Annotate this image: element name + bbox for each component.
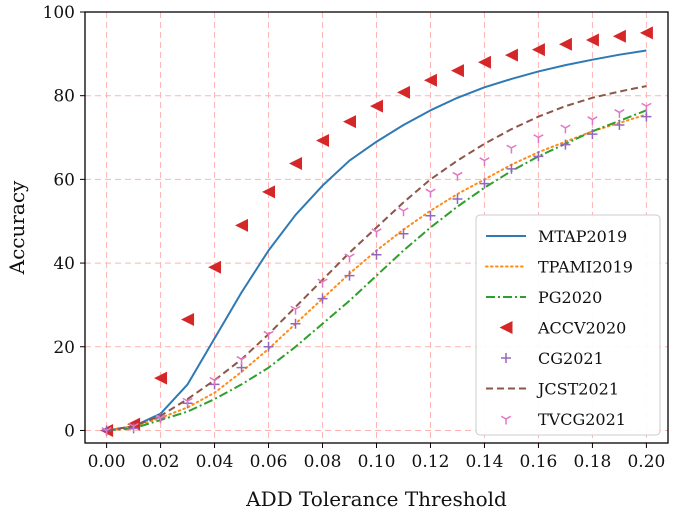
data-point-CG2021 xyxy=(317,293,328,304)
series-line-MTAP2019 xyxy=(106,49,647,432)
legend-marker-CG2021 xyxy=(501,353,511,363)
legend-label-JCST2021: JCST2021 xyxy=(536,380,619,399)
data-point-ACCV2020 xyxy=(316,133,330,147)
data-point-TVCG2021 xyxy=(290,305,301,315)
x-tick-label: 0.04 xyxy=(196,452,234,472)
data-point-ACCV2020 xyxy=(423,73,437,87)
data-point-CG2021 xyxy=(344,270,355,281)
legend-label-PG2020: PG2020 xyxy=(538,288,602,307)
y-tick-label: 100 xyxy=(43,3,75,23)
series-ACCV2020 xyxy=(100,26,653,437)
data-point-TVCG2021 xyxy=(641,102,652,112)
data-point-CG2021 xyxy=(290,318,301,329)
axis-ticks: 0.00 0.02 0.04 0.06 0.08 0.10 0.12 0.14 0.16 0.18… xyxy=(43,3,666,472)
data-point-CG2021 xyxy=(479,178,490,189)
data-point-TVCG2021 xyxy=(587,116,598,126)
data-point-CG2021 xyxy=(398,228,409,239)
x-tick-label: 0.02 xyxy=(142,452,180,472)
x-axis-label: ADD Tolerance Threshold xyxy=(245,487,507,511)
y-tick-label: 60 xyxy=(53,170,75,190)
x-tick-label: 0.14 xyxy=(466,452,504,472)
data-point-CG2021 xyxy=(425,210,436,221)
data-point-CG2021 xyxy=(614,119,625,130)
data-point-CG2021 xyxy=(452,194,463,205)
data-point-ACCV2020 xyxy=(208,260,222,274)
data-point-ACCV2020 xyxy=(370,99,383,113)
y-tick-label: 40 xyxy=(53,254,75,274)
series-TVCG2021 xyxy=(101,102,652,436)
legend-label-TPAMI2019: TPAMI2019 xyxy=(538,258,633,277)
data-point-TVCG2021 xyxy=(101,427,112,436)
data-point-CG2021 xyxy=(506,163,517,174)
data-point-TVCG2021 xyxy=(155,414,166,424)
legend-label-MTAP2019: MTAP2019 xyxy=(538,227,627,246)
x-tick-label: 0.06 xyxy=(250,452,288,472)
data-point-TVCG2021 xyxy=(182,397,193,407)
y-tick-label: 0 xyxy=(64,421,75,441)
series-JCST2021 xyxy=(106,85,647,432)
data-point-TVCG2021 xyxy=(263,330,274,340)
data-point-TVCG2021 xyxy=(506,144,517,154)
x-tick-label: 0.00 xyxy=(88,452,126,472)
data-point-ACCV2020 xyxy=(585,33,599,47)
data-point-ACCV2020 xyxy=(477,55,491,69)
series-MTAP2019 xyxy=(106,49,647,432)
legend-label-TVCG2021: TVCG2021 xyxy=(538,410,626,429)
data-point-TVCG2021 xyxy=(614,109,625,118)
data-point-ACCV2020 xyxy=(235,218,249,232)
data-point-ACCV2020 xyxy=(612,29,626,43)
data-point-ACCV2020 xyxy=(181,313,195,327)
data-point-CG2021 xyxy=(371,249,382,260)
data-point-ACCV2020 xyxy=(154,371,168,385)
data-point-TVCG2021 xyxy=(236,355,247,365)
series-line-JCST2021 xyxy=(106,85,647,432)
data-point-TVCG2021 xyxy=(533,134,544,144)
x-tick-label: 0.20 xyxy=(627,452,665,472)
data-point-TVCG2021 xyxy=(371,228,382,238)
y-tick-label: 80 xyxy=(53,87,75,107)
data-point-TVCG2021 xyxy=(317,278,328,288)
data-point-TVCG2021 xyxy=(344,253,355,263)
data-point-ACCV2020 xyxy=(396,85,410,99)
legend-marker-TVCG2021 xyxy=(500,415,512,425)
x-tick-label: 0.18 xyxy=(573,452,611,472)
legend: MTAP2019 TPAMI2019 PG2020 ACCV2020 CG2021 JCS… xyxy=(475,214,661,436)
data-point-TVCG2021 xyxy=(479,157,490,167)
x-tick-label: 0.08 xyxy=(304,452,342,472)
legend-box xyxy=(475,214,661,436)
x-tick-label: 0.12 xyxy=(412,452,450,472)
data-point-ACCV2020 xyxy=(262,185,276,199)
legend-label-CG2021: CG2021 xyxy=(538,349,604,368)
legend-label-ACCV2020: ACCV2020 xyxy=(537,319,626,338)
data-point-TVCG2021 xyxy=(128,422,139,432)
data-point-CG2021 xyxy=(533,151,544,162)
data-point-ACCV2020 xyxy=(450,64,464,78)
data-point-ACCV2020 xyxy=(504,48,518,62)
data-point-ACCV2020 xyxy=(531,43,545,57)
data-point-TVCG2021 xyxy=(560,124,571,134)
data-point-CG2021 xyxy=(263,341,274,352)
data-point-TVCG2021 xyxy=(398,207,409,217)
x-tick-label: 0.10 xyxy=(358,452,396,472)
series-PG2020 xyxy=(106,109,647,432)
data-point-ACCV2020 xyxy=(343,115,357,129)
data-point-ACCV2020 xyxy=(558,37,572,51)
data-point-CG2021 xyxy=(641,111,652,122)
data-point-TVCG2021 xyxy=(452,171,463,181)
data-point-TVCG2021 xyxy=(425,188,436,198)
y-axis-label: Accuracy xyxy=(5,180,29,275)
data-point-TVCG2021 xyxy=(209,376,220,386)
legend-marker-ACCV2020 xyxy=(499,321,513,334)
series-line-PG2020 xyxy=(106,109,647,432)
y-tick-label: 20 xyxy=(53,338,75,358)
plot-series xyxy=(100,26,653,437)
data-point-CG2021 xyxy=(560,139,571,150)
x-tick-label: 0.16 xyxy=(520,452,558,472)
data-point-ACCV2020 xyxy=(639,26,653,40)
data-point-ACCV2020 xyxy=(289,156,303,170)
data-point-CG2021 xyxy=(587,129,598,140)
